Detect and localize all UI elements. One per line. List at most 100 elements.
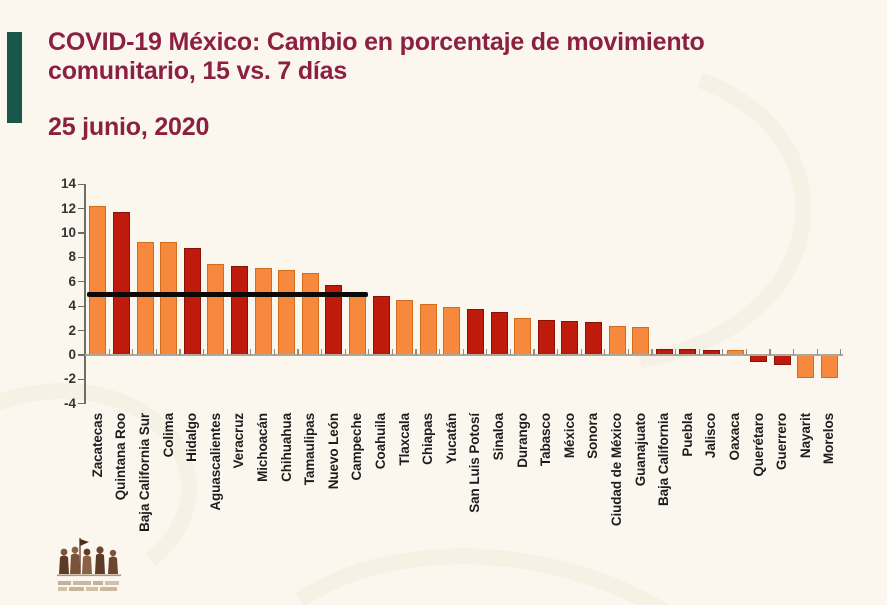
- x-label-tlaxcala: Tlaxcala: [396, 413, 412, 466]
- x-label-m-xico: México: [561, 413, 577, 459]
- x-axis-tick: [627, 349, 630, 355]
- x-label-durango: Durango: [514, 413, 530, 468]
- bar-quer-taro: [750, 355, 768, 363]
- y-tick-label: -2: [63, 371, 76, 387]
- y-axis-line: [84, 184, 86, 404]
- x-axis-tick: [108, 349, 110, 355]
- reference-line-5pct: [87, 291, 368, 297]
- x-label-aguascalientes: Aguascalientes: [207, 413, 223, 511]
- x-label-zacatecas: Zacatecas: [89, 413, 105, 478]
- bar-aguascalientes: [207, 263, 225, 355]
- y-axis-tick: [78, 256, 84, 259]
- y-tick-label: 4: [68, 298, 76, 314]
- bar-hidalgo: [183, 247, 201, 355]
- bar-colima: [160, 241, 178, 355]
- x-label-tabasco: Tabasco: [538, 413, 554, 467]
- x-label-quer-taro: Querétaro: [750, 413, 766, 477]
- x-axis-tick: [368, 349, 370, 355]
- y-tick-label: -4: [63, 395, 76, 411]
- logo-caption-lines: [58, 581, 119, 591]
- x-axis-tick: [462, 349, 464, 355]
- y-axis-tick: [78, 305, 84, 307]
- y-tick-label: 12: [60, 200, 76, 216]
- x-axis-tick: [580, 349, 582, 355]
- x-axis-tick: [297, 349, 299, 355]
- x-axis-tick: [509, 349, 512, 355]
- y-axis-tick: [78, 330, 84, 332]
- bar-campeche: [348, 292, 366, 355]
- x-label-morelos: Morelos: [821, 413, 837, 465]
- x-axis-tick: [226, 349, 228, 355]
- x-axis-tick: [203, 349, 205, 355]
- bar-chiapas: [419, 303, 437, 355]
- title-accent-bar: [7, 32, 22, 123]
- x-axis-tick: [273, 349, 276, 355]
- x-label-ciudad-de-m-xico: Ciudad de México: [609, 413, 624, 527]
- x-label-coahuila: Coahuila: [373, 413, 388, 470]
- bar-durango: [514, 318, 532, 355]
- x-axis-tick: [321, 349, 323, 355]
- x-axis-tick: [415, 349, 417, 355]
- y-axis-tick: [78, 232, 84, 234]
- x-label-chihuahua: Chihuahua: [278, 413, 294, 482]
- x-label-jalisco: Jalisco: [703, 413, 719, 459]
- x-axis-tick: [344, 349, 346, 355]
- bar-quintana-roo: [112, 212, 130, 355]
- bar-baja-california-sur: [136, 241, 154, 355]
- x-axis-tick: [604, 349, 606, 355]
- x-axis-tick: [651, 349, 653, 355]
- x-axis-tick: [675, 349, 677, 355]
- x-label-puebla: Puebla: [679, 413, 695, 457]
- x-axis-tick: [132, 349, 134, 355]
- x-label-hidalgo: Hidalgo: [184, 413, 200, 462]
- y-tick-label: 2: [68, 322, 76, 338]
- bar-tabasco: [537, 319, 555, 355]
- bar-guanajuato: [632, 326, 650, 355]
- x-label-baja-california: Baja California: [656, 413, 672, 507]
- x-axis-tick: [391, 349, 394, 355]
- y-axis-tick: [78, 183, 84, 185]
- x-axis-tick: [793, 349, 795, 355]
- x-label-quintana-roo: Quintana Roo: [113, 413, 129, 501]
- bar-zacatecas: [89, 206, 107, 355]
- x-label-colima: Colima: [160, 413, 176, 458]
- x-axis-tick: [698, 349, 700, 355]
- bar-morelos: [820, 355, 838, 379]
- y-axis-tick: [78, 378, 84, 381]
- bar-guerrero: [773, 355, 791, 365]
- x-axis-tick: [745, 349, 748, 355]
- slide-date: 25 junio, 2020: [48, 113, 210, 141]
- y-axis-tick: [78, 354, 84, 356]
- x-label-chiapas: Chiapas: [420, 413, 436, 465]
- x-label-nayarit: Nayarit: [797, 413, 813, 459]
- x-label-guerrero: Guerrero: [774, 413, 790, 470]
- bar-veracruz: [230, 265, 248, 355]
- x-axis-line: [85, 354, 843, 356]
- x-label-baja-california-sur: Baja California Sur: [137, 413, 152, 532]
- x-label-sonora: Sonora: [585, 413, 601, 459]
- gobierno-logo: [57, 538, 121, 591]
- bar-sonora: [584, 322, 602, 355]
- x-label-michoac-n: Michoacán: [255, 413, 270, 482]
- x-axis-tick: [179, 349, 181, 355]
- x-axis-tick: [439, 349, 441, 355]
- bar-san-luis-potos-: [466, 308, 484, 355]
- x-label-yucat-n: Yucatán: [443, 413, 459, 465]
- bar-coahuila: [372, 296, 390, 355]
- bar-ciudad-de-m-xico: [608, 325, 626, 355]
- y-tick-label: 6: [68, 273, 76, 289]
- y-tick-label: 8: [68, 249, 76, 265]
- x-label-sinaloa: Sinaloa: [491, 413, 506, 461]
- bar-m-xico: [561, 320, 579, 355]
- x-axis-tick: [816, 349, 818, 355]
- bar-michoac-n: [254, 268, 272, 355]
- x-axis-tick: [250, 349, 252, 355]
- bar-tlaxcala: [396, 300, 414, 355]
- x-label-campeche: Campeche: [349, 413, 365, 481]
- x-label-veracruz: Veracruz: [231, 413, 247, 469]
- x-axis-tick: [486, 349, 488, 355]
- x-label-tamaulipas: Tamaulipas: [302, 413, 318, 486]
- y-axis-tick: [78, 208, 84, 210]
